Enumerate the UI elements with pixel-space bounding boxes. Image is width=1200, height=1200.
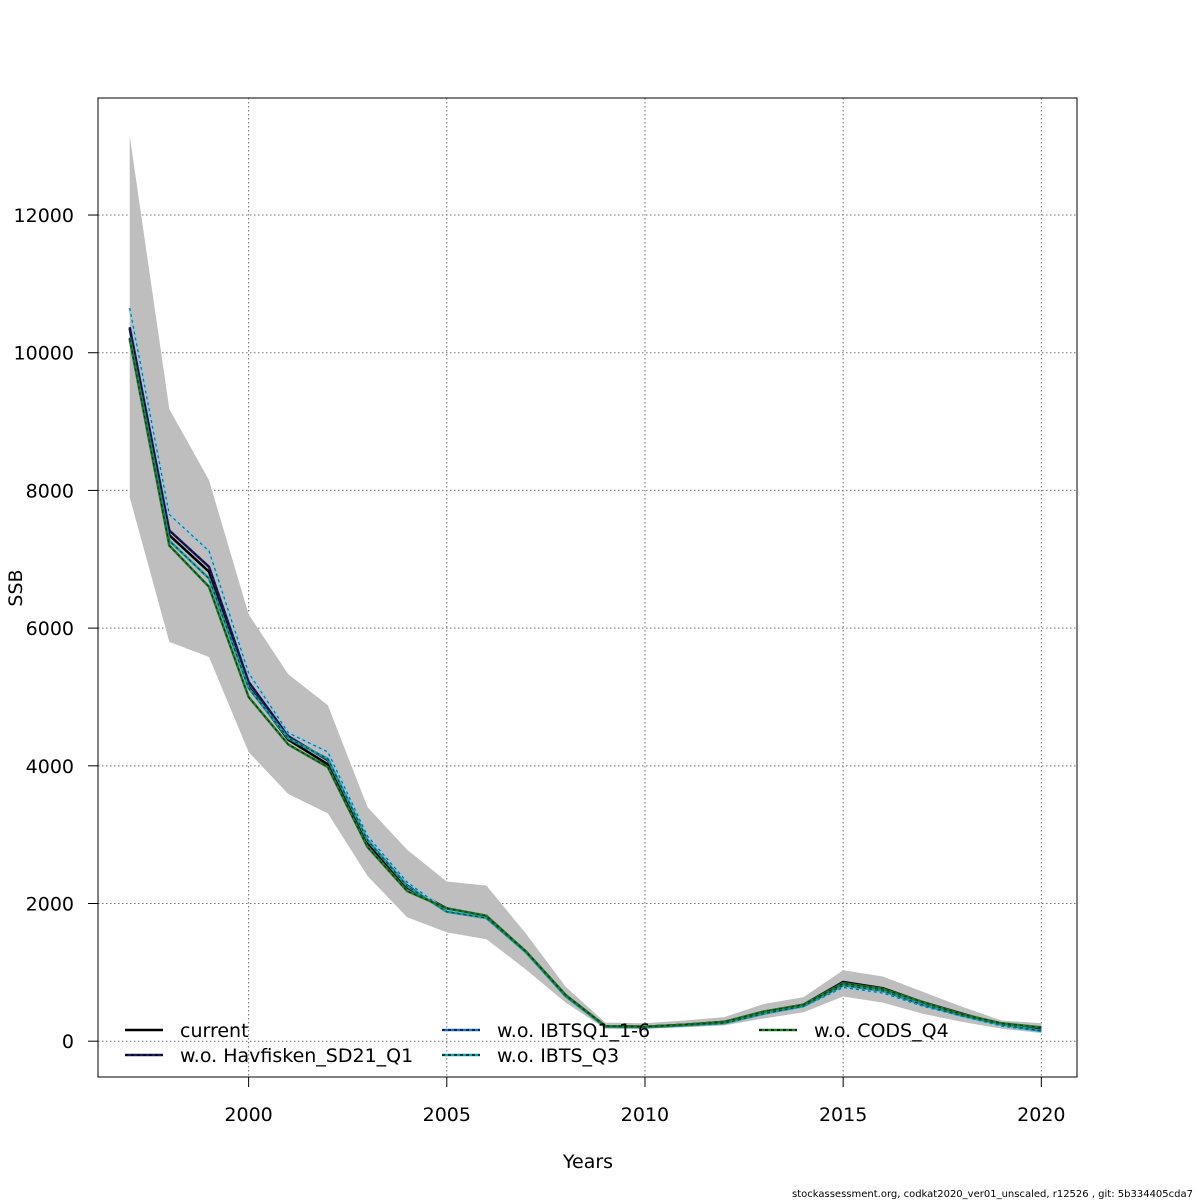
plot-frame	[97, 97, 1078, 1078]
confidence-band-area	[129, 135, 1042, 1033]
legend-label: w.o. IBTSQ1_1-6	[497, 1020, 650, 1042]
x-axis: 2000 2005 2010 2015 2020	[224, 1077, 1066, 1126]
x-tick-label: 2015	[819, 1104, 867, 1126]
series-lines	[128, 307, 1042, 1033]
legend-label: w.o. CODS_Q4	[814, 1020, 949, 1042]
x-tick-label: 2020	[1017, 1104, 1065, 1126]
y-tick-label: 0	[62, 1031, 74, 1053]
legend: current w.o. Havfisken_SD21_Q1 w.o. IBTSQ1…	[125, 1020, 949, 1067]
y-tick-label: 4000	[26, 756, 74, 778]
x-axis-title: Years	[562, 1151, 613, 1173]
legend-label: w.o. IBTS_Q3	[497, 1045, 619, 1067]
series-line-overlay-1	[129, 327, 1042, 1031]
series-line-overlay-4	[129, 338, 1042, 1028]
y-axis: 0 2000 4000 6000 8000 10000 12000	[14, 205, 98, 1053]
legend-label: w.o. Havfisken_SD21_Q1	[180, 1045, 413, 1067]
y-axis-title: SSB	[5, 569, 27, 606]
x-tick-label: 2000	[224, 1104, 272, 1126]
y-tick-label: 8000	[26, 480, 74, 502]
grid-lines	[98, 98, 1077, 1077]
series-line-overlay-3	[129, 337, 1042, 1032]
y-tick-label: 6000	[26, 618, 74, 640]
y-tick-label: 10000	[14, 343, 74, 365]
confidence-band	[129, 135, 1042, 1033]
y-tick-label: 2000	[26, 894, 74, 916]
y-tick-label: 12000	[14, 205, 74, 227]
footer-credit: stockassessment.org, codkat2020_ver01_un…	[792, 1189, 1193, 1200]
legend-label: current	[180, 1020, 249, 1042]
x-tick-label: 2010	[621, 1104, 669, 1126]
x-tick-label: 2005	[423, 1104, 471, 1126]
